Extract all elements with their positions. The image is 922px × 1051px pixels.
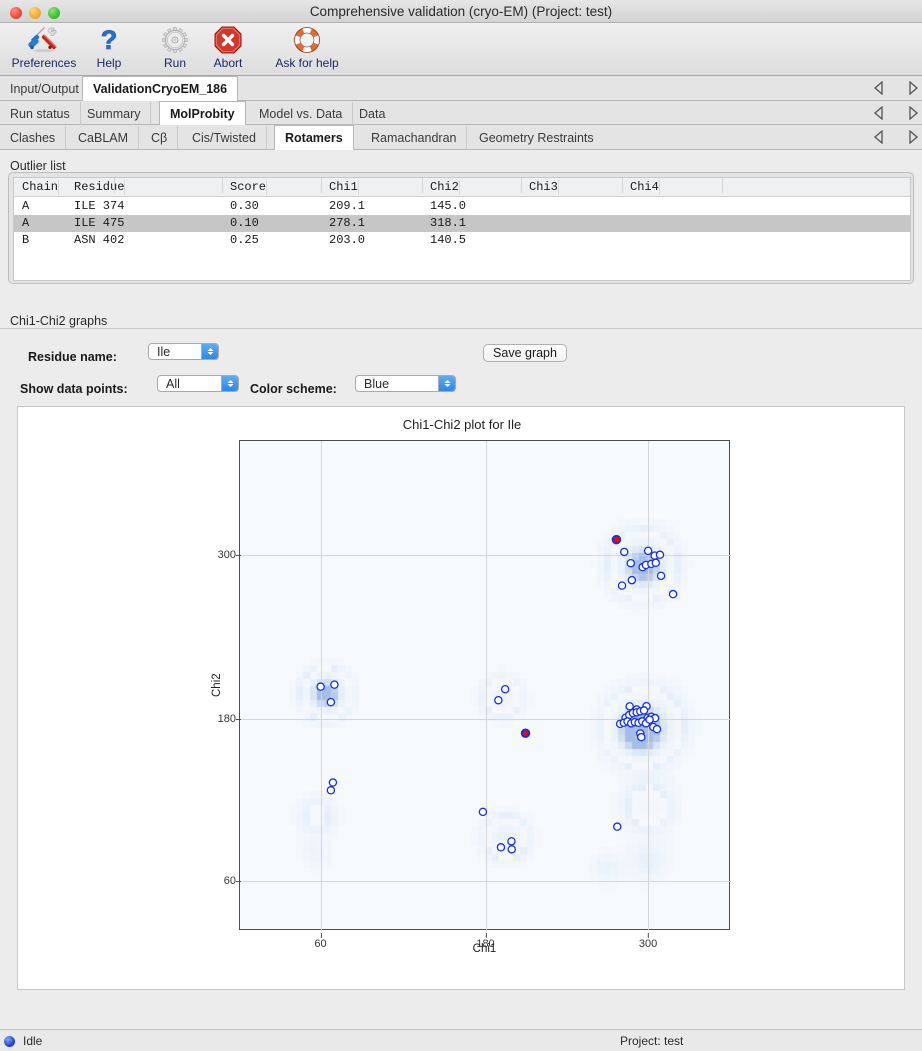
svg-text:?: ? (101, 26, 118, 54)
